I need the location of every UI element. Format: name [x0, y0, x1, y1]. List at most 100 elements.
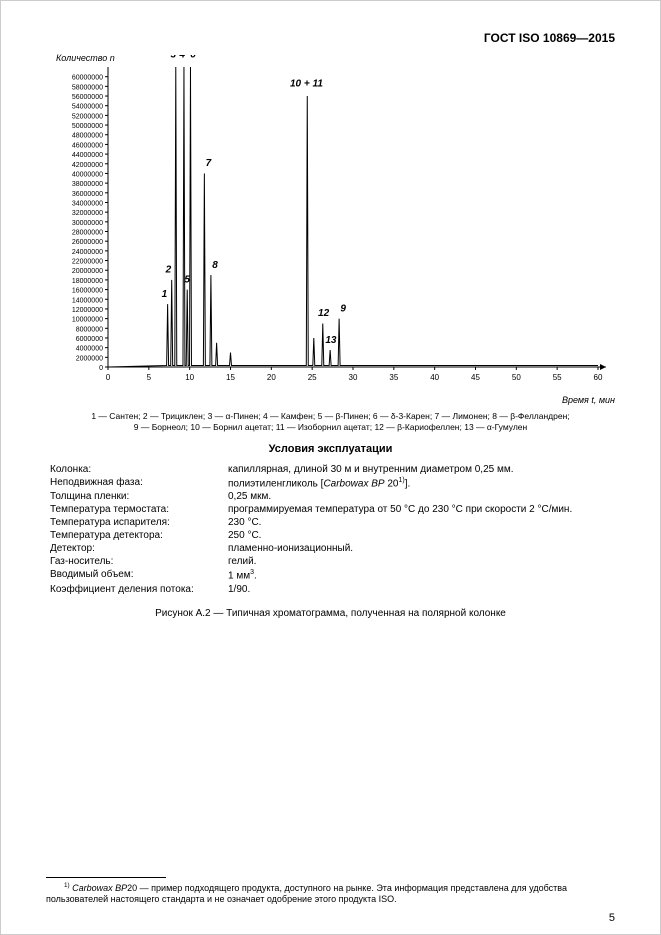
svg-text:10000000: 10000000 — [72, 317, 103, 324]
param-label: Толщина пленки: — [46, 490, 224, 503]
param-row: Вводимый объем:1 мм3. — [46, 568, 615, 582]
param-row: Толщина пленки:0,25 мкм. — [46, 490, 615, 503]
param-value: полиэтиленгликоль [Carbowax BP 201)]. — [224, 476, 615, 490]
param-label: Коэффициент деления потока: — [46, 583, 224, 596]
svg-text:8000000: 8000000 — [76, 326, 103, 333]
svg-text:58000000: 58000000 — [72, 84, 103, 91]
param-row: Температура детектора:250 °С. — [46, 529, 615, 542]
param-label: Вводимый объем: — [46, 568, 224, 582]
svg-text:42000000: 42000000 — [72, 162, 103, 169]
svg-text:6: 6 — [190, 55, 196, 60]
svg-text:50000000: 50000000 — [72, 123, 103, 130]
param-label: Неподвижная фаза: — [46, 476, 224, 490]
legend-line-1: 1 — Сантен; 2 — Трициклен; 3 — α-Пинен; … — [91, 411, 569, 421]
param-value: 250 °С. — [224, 529, 615, 542]
svg-text:12000000: 12000000 — [72, 307, 103, 314]
svg-text:20000000: 20000000 — [72, 268, 103, 275]
figure-caption: Рисунок А.2 — Типичная хроматограмма, по… — [46, 608, 615, 619]
svg-text:32000000: 32000000 — [72, 210, 103, 217]
chromatogram-chart: Количество n 0 2000000 4000000 6000000 80000… — [46, 55, 615, 405]
svg-text:4: 4 — [179, 55, 186, 60]
svg-text:34000000: 34000000 — [72, 200, 103, 207]
footnote-rule — [46, 877, 166, 878]
svg-text:6000000: 6000000 — [76, 336, 103, 343]
svg-text:40: 40 — [430, 373, 439, 382]
page: ГОСТ ISO 10869—2015 Количество n 0 200000… — [0, 0, 661, 935]
param-label: Температура испарителя: — [46, 516, 224, 529]
svg-text:7: 7 — [206, 158, 212, 169]
param-label: Колонка: — [46, 463, 224, 476]
svg-text:45: 45 — [471, 373, 480, 382]
svg-text:2: 2 — [165, 265, 172, 276]
param-value: гелий. — [224, 555, 615, 568]
svg-text:28000000: 28000000 — [72, 230, 103, 237]
svg-text:46000000: 46000000 — [72, 142, 103, 149]
svg-text:60000000: 60000000 — [72, 75, 103, 82]
page-number: 5 — [609, 912, 615, 924]
svg-text:18000000: 18000000 — [72, 278, 103, 285]
svg-text:24000000: 24000000 — [72, 249, 103, 256]
x-axis-label: Время t, мин — [562, 395, 615, 405]
param-label: Температура детектора: — [46, 529, 224, 542]
svg-text:22000000: 22000000 — [72, 259, 103, 266]
svg-text:30000000: 30000000 — [72, 220, 103, 227]
svg-text:0: 0 — [106, 373, 111, 382]
y-axis-label: Количество n — [56, 53, 115, 63]
svg-text:36000000: 36000000 — [72, 191, 103, 198]
chromatogram-svg: 0200000040000006000000800000010000000120… — [46, 55, 616, 395]
section-title: Условия эксплуатации — [46, 443, 615, 455]
svg-text:0: 0 — [99, 365, 103, 372]
svg-text:48000000: 48000000 — [72, 133, 103, 140]
svg-text:10: 10 — [185, 373, 194, 382]
svg-text:54000000: 54000000 — [72, 104, 103, 111]
svg-text:16000000: 16000000 — [72, 288, 103, 295]
document-number: ГОСТ ISO 10869—2015 — [46, 31, 615, 45]
param-value: капиллярная, длиной 30 м и внутренним ди… — [224, 463, 615, 476]
param-row: Газ-носитель:гелий. — [46, 555, 615, 568]
svg-text:52000000: 52000000 — [72, 113, 103, 120]
svg-text:9: 9 — [340, 303, 346, 314]
svg-text:5: 5 — [184, 274, 190, 285]
svg-text:26000000: 26000000 — [72, 239, 103, 246]
svg-text:15: 15 — [226, 373, 235, 382]
svg-text:5: 5 — [147, 373, 152, 382]
svg-text:35: 35 — [389, 373, 398, 382]
footnote-text: Carbowax BP20 — пример подходящего проду… — [46, 883, 567, 905]
svg-text:1: 1 — [162, 289, 168, 300]
svg-text:3: 3 — [171, 55, 177, 60]
param-value: 230 °С. — [224, 516, 615, 529]
param-row: Неподвижная фаза:полиэтиленгликоль [Carb… — [46, 476, 615, 490]
footnote-marker: 1) — [64, 882, 70, 889]
svg-text:2000000: 2000000 — [76, 355, 103, 362]
param-label: Температура термостата: — [46, 503, 224, 516]
param-row: Детектор:пламенно-ионизационный. — [46, 542, 615, 555]
footnote: 1) Carbowax BP20 — пример подходящего пр… — [46, 877, 615, 906]
svg-text:40000000: 40000000 — [72, 171, 103, 178]
svg-text:25: 25 — [308, 373, 317, 382]
svg-text:38000000: 38000000 — [72, 181, 103, 188]
svg-text:56000000: 56000000 — [72, 94, 103, 101]
param-row: Коэффициент деления потока:1/90. — [46, 583, 615, 596]
svg-text:4000000: 4000000 — [76, 346, 103, 353]
svg-text:10 + 11: 10 + 11 — [290, 78, 323, 89]
param-value: пламенно-ионизационный. — [224, 542, 615, 555]
svg-text:60: 60 — [594, 373, 603, 382]
legend-line-2: 9 — Борнеол; 10 — Борнил ацетат; 11 — Из… — [134, 422, 527, 432]
param-row: Температура испарителя:230 °С. — [46, 516, 615, 529]
param-value: 0,25 мкм. — [224, 490, 615, 503]
param-value: 1/90. — [224, 583, 615, 596]
svg-text:30: 30 — [349, 373, 358, 382]
svg-text:50: 50 — [512, 373, 521, 382]
svg-text:12: 12 — [318, 308, 330, 319]
peak-legend: 1 — Сантен; 2 — Трициклен; 3 — α-Пинен; … — [46, 411, 615, 433]
svg-text:14000000: 14000000 — [72, 297, 103, 304]
parameters-table: Колонка:капиллярная, длиной 30 м и внутр… — [46, 463, 615, 596]
svg-text:8: 8 — [212, 260, 218, 271]
svg-text:44000000: 44000000 — [72, 152, 103, 159]
svg-text:20: 20 — [267, 373, 276, 382]
svg-text:55: 55 — [553, 373, 562, 382]
param-row: Колонка:капиллярная, длиной 30 м и внутр… — [46, 463, 615, 476]
param-value: программируемая температура от 50 °С до … — [224, 503, 615, 516]
param-row: Температура термостата:программируемая т… — [46, 503, 615, 516]
param-value: 1 мм3. — [224, 568, 615, 582]
